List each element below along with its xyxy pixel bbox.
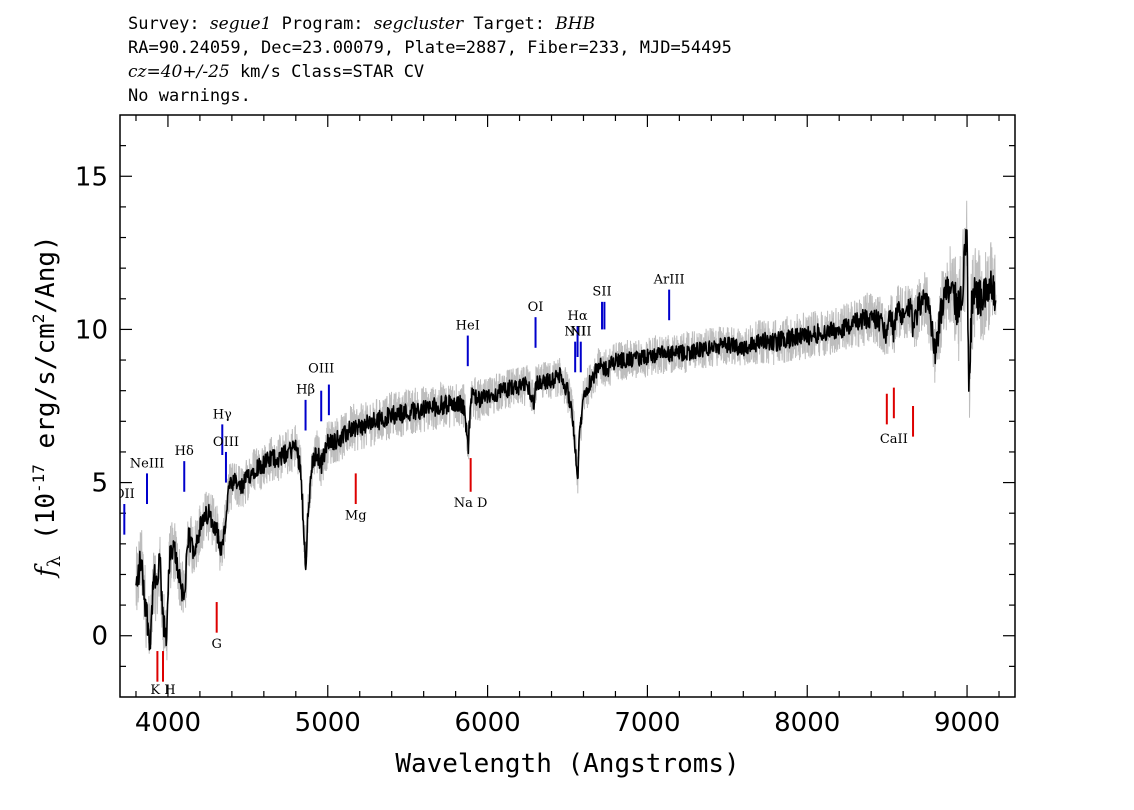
- y-tick-label: 0: [91, 622, 108, 652]
- emission-line-label: HeI: [456, 318, 480, 333]
- x-tick-label: 9000: [934, 708, 1000, 738]
- header-line-survey: Survey: segue1 Program: segcluster Targe…: [128, 14, 596, 34]
- spectrum-header: Survey: segue1 Program: segcluster Targe…: [128, 12, 732, 108]
- y-tick-label: 10: [75, 315, 108, 345]
- x-tick-label: 8000: [774, 708, 840, 738]
- emission-line-label: OI: [528, 300, 544, 315]
- plot-frame: [119, 114, 1016, 698]
- absorption-line-label: CaII: [880, 432, 908, 447]
- x-axis: 4000 5000 6000 7000 8000 9000: [135, 115, 1000, 738]
- redshift-value: cz=40+/-25: [128, 62, 230, 82]
- noise-series-line: [135, 200, 997, 661]
- absorption-line-label: G: [211, 637, 221, 652]
- survey-name: segue1: [209, 14, 272, 34]
- emission-line-label: SII: [592, 285, 611, 300]
- emission-line-label: OIII: [308, 361, 334, 376]
- y-axis-label-part: 2: [29, 314, 48, 324]
- x-tick-label: 7000: [614, 708, 680, 738]
- x-tick-label: 4000: [135, 708, 201, 738]
- y-axis: 0 5 10 15: [75, 145, 1015, 667]
- emission-line-label: NII: [570, 325, 592, 340]
- y-tick-label: 15: [75, 162, 108, 192]
- y-axis-label-part: -17: [29, 464, 48, 493]
- absorption-line-label: Mg: [345, 508, 367, 523]
- emission-line-label: Hγ: [213, 407, 232, 422]
- y-axis-label-part: (10: [31, 493, 61, 556]
- absorption-line-label: K H: [150, 683, 175, 698]
- plot-data-area: [135, 200, 997, 661]
- emission-line-label: Hα: [568, 309, 588, 324]
- emission-line-label: NeIII: [130, 456, 164, 471]
- x-tick-label: 6000: [455, 708, 521, 738]
- y-axis-label-part: λ: [44, 556, 65, 567]
- program-name: segcluster: [373, 14, 464, 34]
- x-tick-label: 5000: [295, 708, 361, 738]
- emission-line-label: NII: [564, 325, 586, 340]
- y-axis-label: fλ (10-17 erg/s/cm2/Ang): [29, 235, 65, 578]
- emission-line-label: OIII: [213, 435, 239, 450]
- header-line-coordinates: RA=90.24059, Dec=23.00079, Plate=2887, F…: [128, 38, 732, 58]
- x-axis-label: Wavelength (Angstroms): [395, 749, 739, 779]
- y-axis-label-part: erg/s/cm: [31, 323, 61, 464]
- flux-series-line: [135, 228, 997, 651]
- absorption-line-label: Na D: [454, 496, 488, 511]
- header-line-redshift: cz=40+/-25 km/s Class=STAR CV: [128, 62, 425, 82]
- emission-line-label: Hβ: [296, 383, 315, 398]
- target-name: BHB: [555, 14, 596, 34]
- y-tick-label: 5: [91, 469, 108, 499]
- emission-line-label: ArIII: [653, 272, 685, 287]
- emission-line-label: OII: [114, 487, 135, 502]
- header-line-warnings: No warnings.: [128, 86, 251, 106]
- emission-line-label: Hδ: [175, 444, 194, 459]
- y-axis-label-part: /Ang): [31, 235, 61, 313]
